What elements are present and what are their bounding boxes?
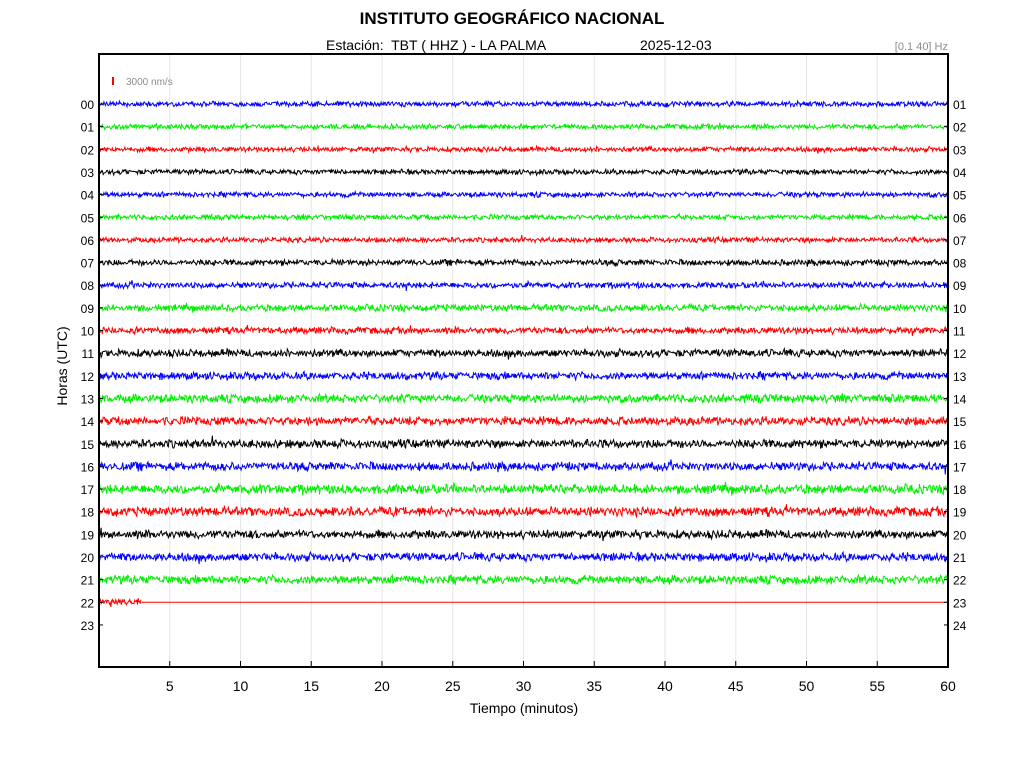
trace-hour-09 (98, 302, 948, 314)
y-tick-label-right: 13 (953, 370, 967, 384)
axis-ticks: 5 10 15 20 25 30 35 40 45 50 55 60 00 01 02 03 04 05 06 07 0… (81, 98, 967, 694)
seismic-traces (98, 99, 948, 607)
y-tick-label-right: 15 (953, 415, 967, 429)
x-tick-label: 60 (940, 678, 956, 694)
y-tick-label-left: 12 (81, 370, 95, 384)
y-tick-label-left: 05 (81, 211, 95, 225)
trace-hour-16 (98, 459, 948, 475)
trace-hour-10 (98, 324, 948, 336)
y-tick-label-left: 04 (81, 189, 95, 203)
trace-hour-00 (98, 99, 948, 109)
y-tick-label-right: 14 (953, 392, 967, 406)
y-tick-label-left: 00 (81, 98, 95, 112)
trace-hour-03 (98, 167, 948, 177)
date-label: 2025-12-03 (640, 37, 712, 53)
y-tick-label-right: 10 (953, 302, 967, 316)
y-tick-label-left: 06 (81, 234, 95, 248)
y-tick-label-left: 11 (82, 347, 95, 361)
y-tick-label-right: 16 (953, 438, 967, 452)
trace-hour-01 (98, 122, 948, 132)
y-tick-label-left: 02 (81, 143, 95, 157)
trace-hour-07 (98, 257, 948, 268)
y-tick-label-left: 23 (81, 619, 95, 633)
chart-title: INSTITUTO GEOGRÁFICO NACIONAL (359, 9, 665, 28)
scale-bar-label: 3000 nm/s (126, 77, 173, 88)
y-tick-label-right: 18 (953, 483, 967, 497)
trace-hour-02 (98, 144, 948, 155)
y-tick-label-left: 22 (81, 596, 95, 610)
x-axis-label: Tiempo (minutos) (469, 700, 579, 716)
y-tick-label-left: 07 (81, 257, 95, 271)
y-tick-label-right: 23 (953, 596, 967, 610)
y-tick-label-left: 18 (81, 506, 95, 520)
grid-lines (169, 54, 878, 667)
y-tick-label-left: 09 (81, 302, 95, 316)
y-tick-label-right: 09 (953, 279, 967, 293)
y-tick-label-left: 13 (81, 392, 95, 406)
y-tick-label-right: 24 (953, 619, 967, 633)
y-tick-label-right: 21 (953, 551, 967, 565)
filter-band-label: [0.1 40] Hz (894, 41, 948, 53)
y-tick-label-right: 19 (953, 506, 967, 520)
x-tick-label: 10 (233, 678, 249, 694)
x-tick-label: 20 (374, 678, 390, 694)
x-tick-label: 50 (799, 678, 815, 694)
trace-hour-12 (98, 370, 948, 382)
y-tick-label-right: 02 (953, 121, 967, 135)
y-tick-label-left: 15 (81, 438, 95, 452)
y-tick-label-right: 01 (953, 98, 967, 112)
y-tick-label-right: 22 (953, 574, 967, 588)
trace-hour-22 (98, 596, 142, 607)
trace-hour-05 (98, 212, 948, 222)
y-tick-label-right: 03 (953, 143, 967, 157)
x-tick-label: 55 (869, 678, 885, 694)
y-tick-label-right: 04 (953, 166, 967, 180)
y-tick-label-right: 11 (953, 325, 966, 339)
x-tick-label: 35 (586, 678, 602, 694)
y-tick-label-right: 05 (953, 189, 967, 203)
trace-hour-20 (98, 550, 948, 565)
y-tick-label-right: 08 (953, 257, 967, 271)
station-label: Estación: TBT ( HHZ ) - LA PALMA (326, 37, 547, 53)
y-tick-label-left: 17 (81, 483, 95, 497)
y-tick-label-right: 12 (953, 347, 967, 361)
trace-hour-11 (98, 346, 948, 360)
trace-hour-13 (98, 392, 948, 405)
y-tick-label-left: 03 (81, 166, 95, 180)
y-tick-label-left: 16 (81, 460, 95, 474)
trace-hour-08 (98, 279, 948, 291)
trace-hour-06 (98, 234, 948, 245)
y-tick-label-left: 14 (81, 415, 95, 429)
y-tick-label-right: 07 (953, 234, 967, 248)
trace-hour-18 (98, 504, 948, 519)
x-tick-label: 30 (516, 678, 532, 694)
y-tick-label-right: 20 (953, 528, 967, 542)
y-tick-label-left: 20 (81, 551, 95, 565)
trace-hour-15 (98, 435, 948, 450)
trace-hour-04 (98, 189, 948, 200)
x-tick-label: 40 (657, 678, 673, 694)
x-tick-label: 45 (728, 678, 744, 694)
y-tick-label-left: 19 (81, 528, 95, 542)
trace-hour-17 (98, 482, 948, 497)
y-tick-label-left: 10 (81, 325, 95, 339)
y-tick-label-left: 21 (81, 574, 95, 588)
trace-hour-14 (98, 415, 948, 427)
trace-hour-19 (98, 527, 948, 542)
y-tick-label-left: 01 (81, 121, 95, 135)
x-tick-label: 5 (166, 678, 174, 694)
x-tick-label: 25 (445, 678, 461, 694)
trace-hour-21 (98, 573, 948, 586)
x-tick-label: 15 (303, 678, 319, 694)
scale-bar-group: 3000 nm/s (112, 77, 173, 88)
y-tick-label-right: 06 (953, 211, 967, 225)
y-tick-label-right: 17 (953, 460, 967, 474)
y-tick-label-left: 08 (81, 279, 95, 293)
